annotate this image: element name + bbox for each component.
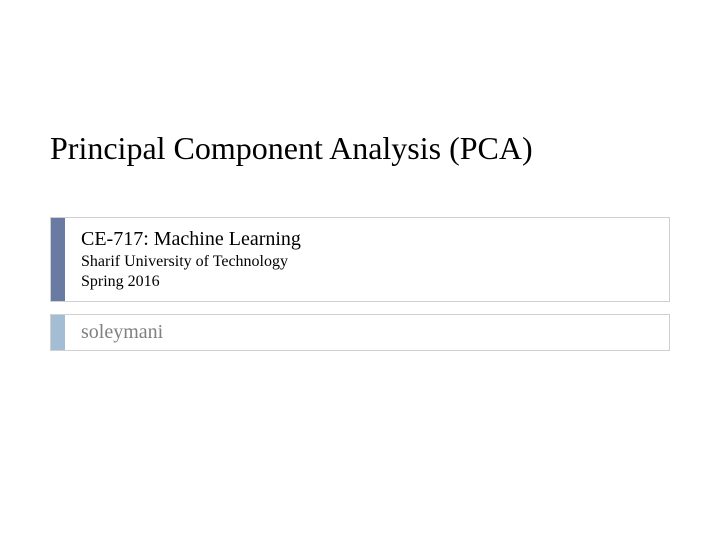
course-info-box: CE-717: Machine Learning Sharif Universi… — [50, 217, 670, 302]
author-box: soleymani — [50, 314, 670, 351]
semester: Spring 2016 — [81, 273, 653, 291]
slide-container: Principal Component Analysis (PCA) CE-71… — [0, 0, 720, 540]
accent-bar-dark — [51, 218, 65, 301]
course-code: CE-717: Machine Learning — [81, 228, 653, 251]
author-content: soleymani — [65, 315, 669, 350]
accent-bar-light — [51, 315, 65, 350]
slide-title: Principal Component Analysis (PCA) — [50, 130, 670, 167]
author-name: soleymani — [81, 321, 653, 344]
course-info-content: CE-717: Machine Learning Sharif Universi… — [65, 218, 669, 301]
university-name: Sharif University of Technology — [81, 253, 653, 271]
